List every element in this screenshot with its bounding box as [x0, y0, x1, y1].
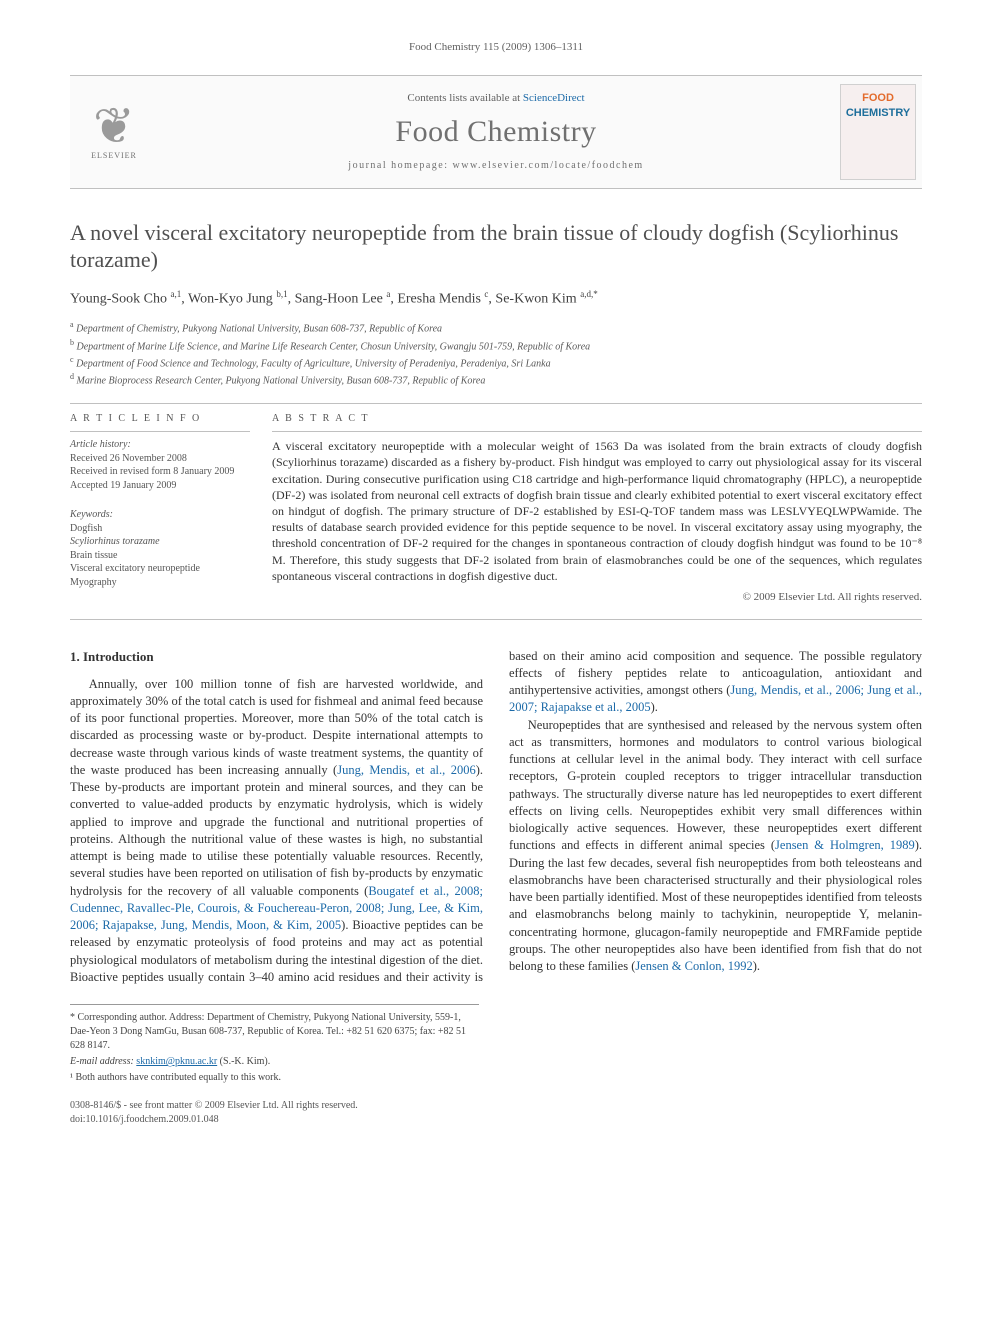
email-who: (S.-K. Kim). [217, 1056, 270, 1067]
email-label: E-mail address: [70, 1056, 136, 1067]
abstract-text: A visceral excitatory neuropeptide with … [272, 438, 922, 584]
article-info-heading: A R T I C L E I N F O [70, 412, 250, 426]
affiliation-line: b Department of Marine Life Science, and… [70, 337, 922, 354]
contents-line: Contents lists available at ScienceDirec… [154, 91, 838, 106]
corresponding-author-footnote: * Corresponding author. Address: Departm… [70, 1011, 479, 1053]
journal-cover: FOOD CHEMISTRY [838, 84, 918, 180]
doi-line: doi:10.1016/j.foodchem.2009.01.048 [70, 1113, 922, 1127]
article-history-label: Article history: [70, 438, 250, 452]
email-footnote: E-mail address: sknkim@pknu.ac.kr (S.-K.… [70, 1055, 479, 1069]
p2-text-a: Neuropeptides that are synthesised and r… [509, 718, 922, 853]
abstract-heading: A B S T R A C T [272, 412, 922, 426]
keyword-line: Scyliorhinus torazame [70, 535, 250, 549]
citation-link[interactable]: Jensen & Holmgren, 1989 [775, 838, 915, 852]
history-line: Accepted 19 January 2009 [70, 479, 250, 493]
p1-text-a: Annually, over 100 million tonne of fish… [70, 677, 483, 777]
citation-link[interactable]: Jung, Mendis, et al., 2006 [337, 763, 475, 777]
affiliation-line: a Department of Chemistry, Pukyong Natio… [70, 319, 922, 336]
article-info-column: A R T I C L E I N F O Article history: R… [70, 412, 250, 605]
citation-link[interactable]: Jensen & Conlon, 1992 [635, 959, 752, 973]
email-link[interactable]: sknkim@pknu.ac.kr [136, 1056, 217, 1067]
footer-block: 0308-8146/$ - see front matter © 2009 El… [70, 1099, 922, 1126]
body-paragraph-2: Neuropeptides that are synthesised and r… [509, 717, 922, 976]
contents-prefix: Contents lists available at [407, 92, 522, 104]
body-two-column: 1. Introduction Annually, over 100 milli… [70, 648, 922, 986]
article-title: A novel visceral excitatory neuropeptide… [70, 219, 922, 274]
p2-text-c: ). [753, 959, 760, 973]
masthead: ❦ ELSEVIER Contents lists available at S… [70, 75, 922, 189]
keyword-line: Visceral excitatory neuropeptide [70, 562, 250, 576]
abstract-column: A B S T R A C T A visceral excitatory ne… [272, 412, 922, 605]
divider [70, 403, 922, 404]
authors-line: Young-Sook Cho a,1, Won-Kyo Jung b,1, Sa… [70, 288, 922, 310]
history-line: Received in revised form 8 January 2009 [70, 465, 250, 479]
elsevier-tree-icon: ❦ [91, 101, 137, 151]
front-matter-line: 0308-8146/$ - see front matter © 2009 El… [70, 1099, 922, 1113]
equal-contribution-footnote: ¹ Both authors have contributed equally … [70, 1071, 479, 1085]
cover-word-2: CHEMISTRY [846, 106, 910, 121]
journal-title: Food Chemistry [154, 112, 838, 153]
homepage-line: journal homepage: www.elsevier.com/locat… [154, 159, 838, 173]
section-heading-introduction: 1. Introduction [70, 648, 483, 666]
p1-text-b: ). These by-products are important prote… [70, 763, 483, 898]
publisher-name: ELSEVIER [91, 151, 137, 162]
affiliation-line: c Department of Food Science and Technol… [70, 354, 922, 371]
running-head: Food Chemistry 115 (2009) 1306–1311 [70, 40, 922, 55]
keywords-label: Keywords: [70, 508, 250, 522]
copyright-line: © 2009 Elsevier Ltd. All rights reserved… [272, 590, 922, 605]
publisher-logo: ❦ ELSEVIER [74, 101, 154, 162]
keyword-line: Brain tissue [70, 549, 250, 563]
p1-text-d: ). [651, 700, 658, 714]
sciencedirect-link[interactable]: ScienceDirect [523, 92, 585, 104]
keyword-line: Myography [70, 576, 250, 590]
footnotes-block: * Corresponding author. Address: Departm… [70, 1004, 479, 1085]
affiliations-block: a Department of Chemistry, Pukyong Natio… [70, 319, 922, 388]
affiliation-line: d Marine Bioprocess Research Center, Puk… [70, 371, 922, 388]
keyword-line: Dogfish [70, 522, 250, 536]
cover-word-1: FOOD [862, 91, 894, 106]
history-line: Received 26 November 2008 [70, 452, 250, 466]
p2-text-b: ). During the last few decades, several … [509, 838, 922, 973]
corr-label: * Corresponding author. [70, 1012, 167, 1023]
